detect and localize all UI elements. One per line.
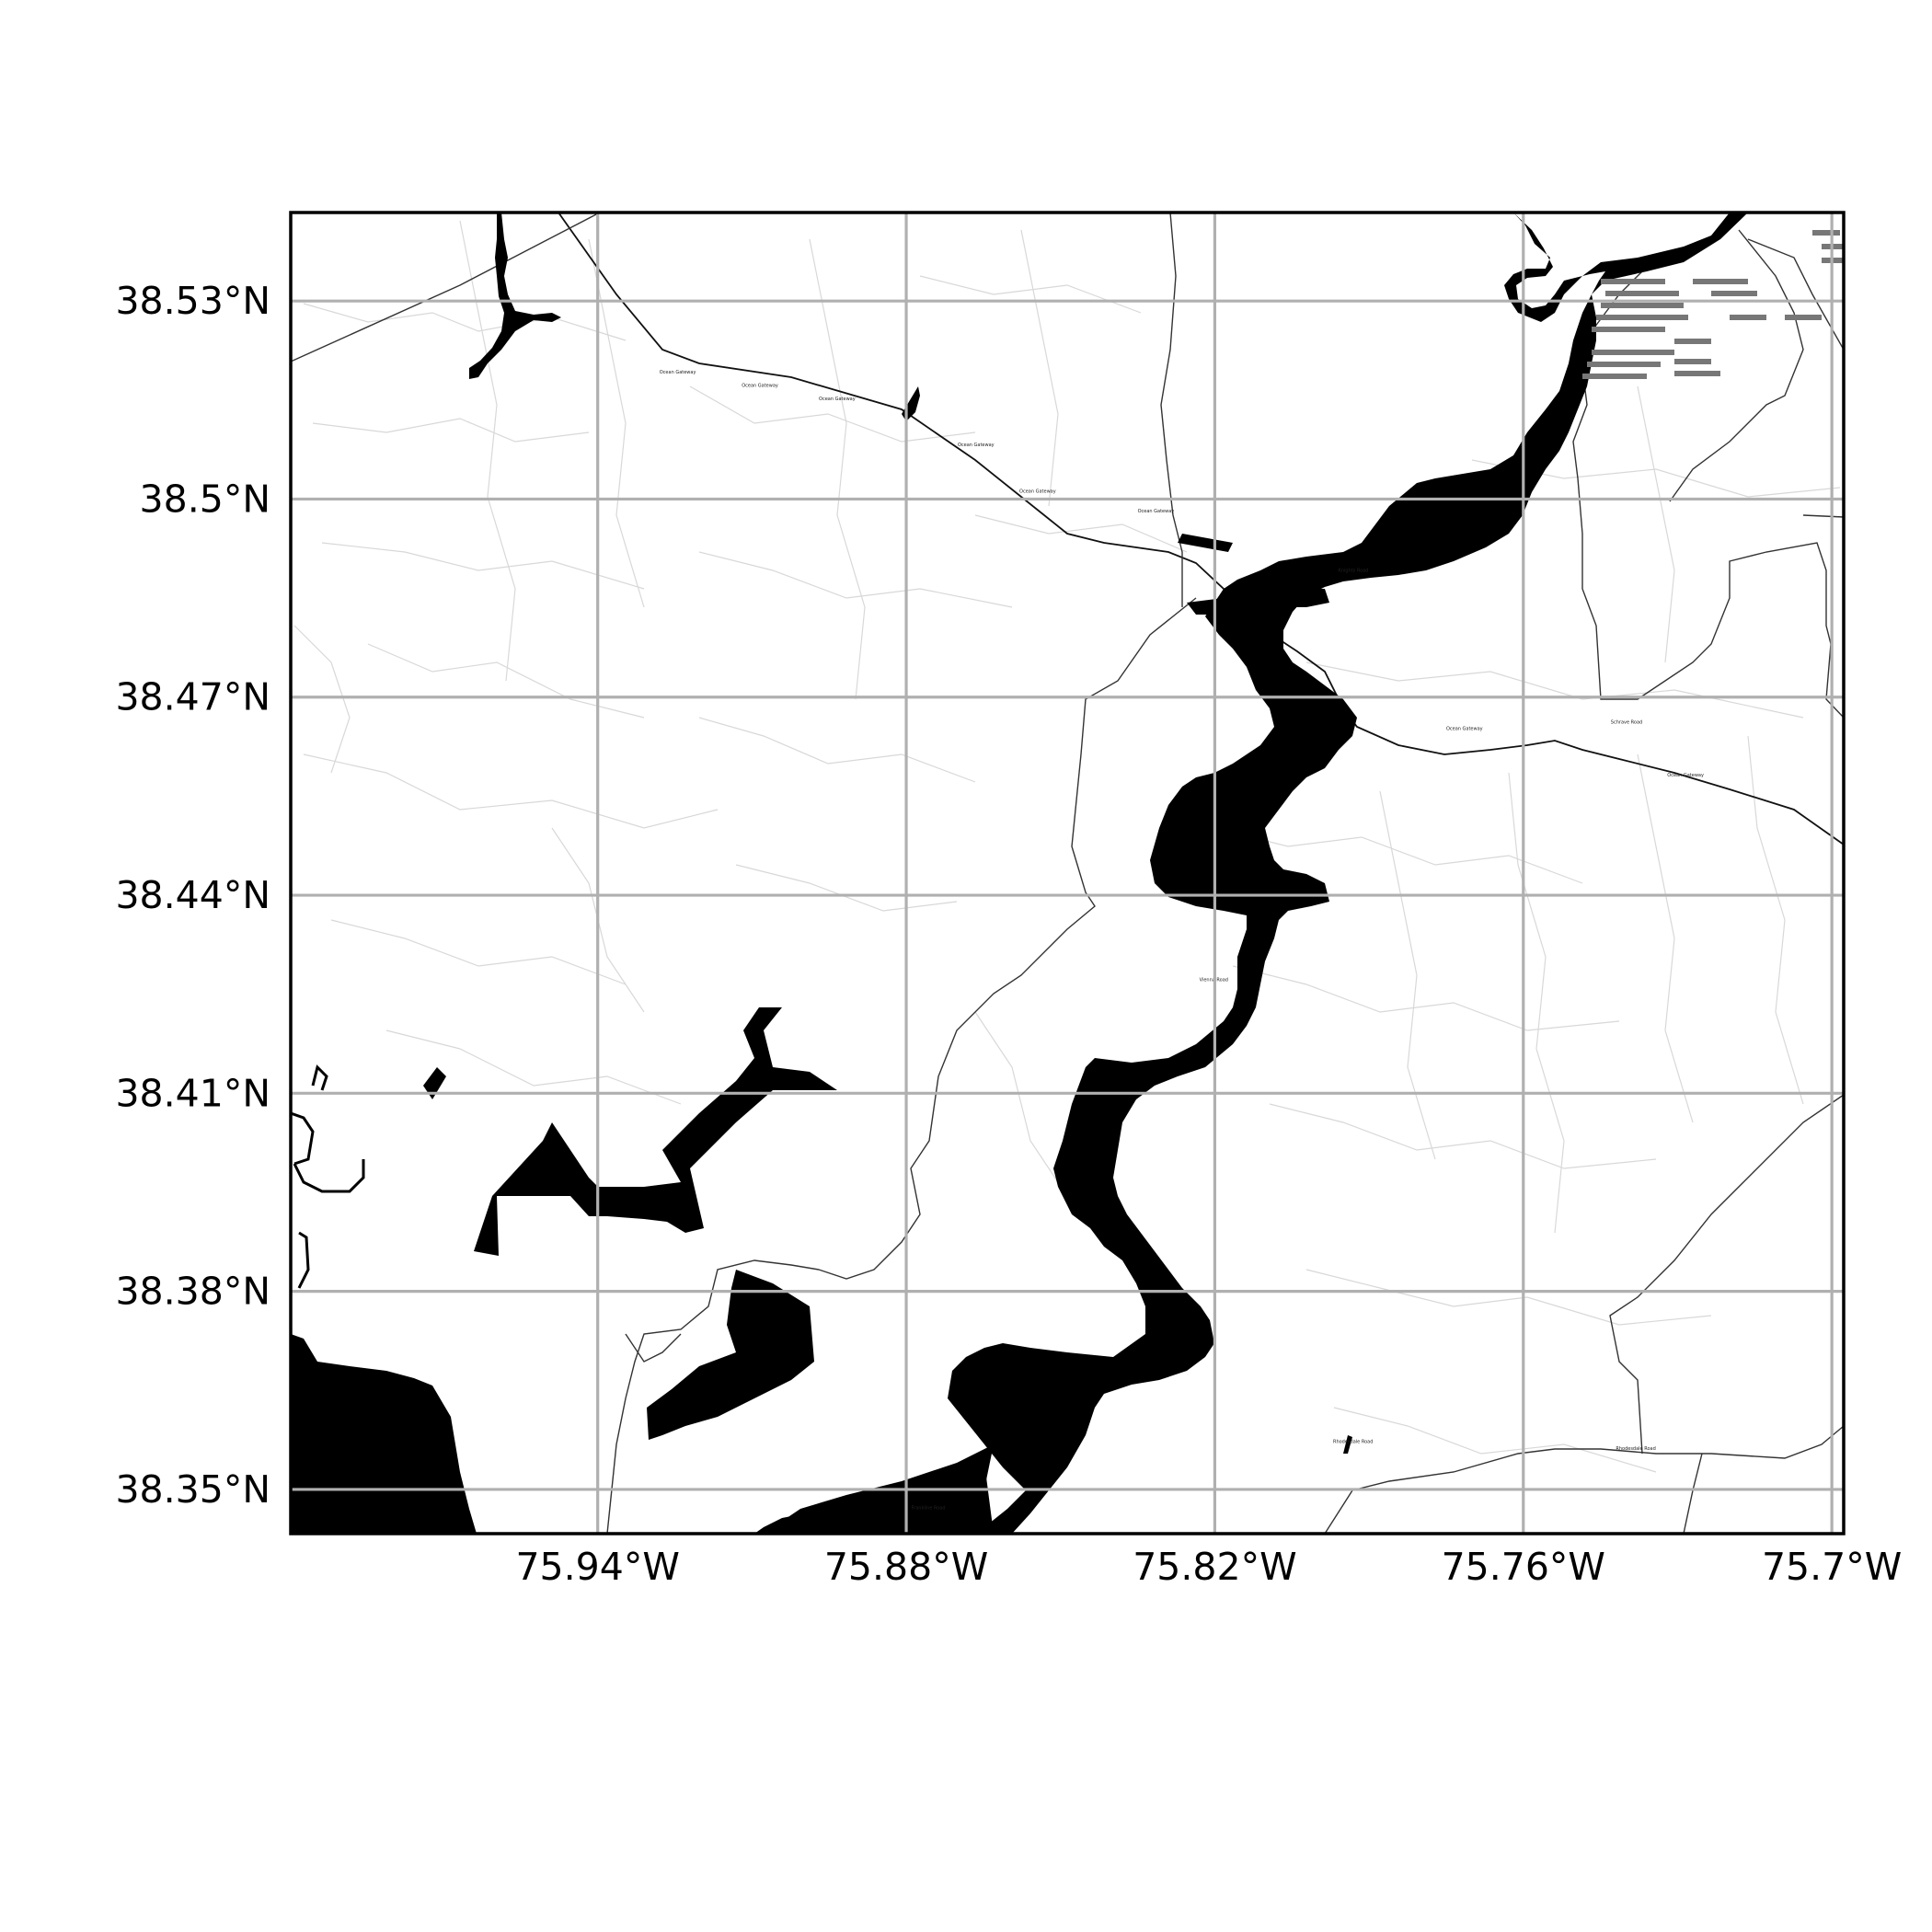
secondary-road-north <box>1160 213 1183 607</box>
stream-west-d <box>311 1064 328 1091</box>
road-label: Frankline Road <box>912 1505 946 1511</box>
stream-west-c <box>297 1231 310 1289</box>
grid-lines <box>291 213 1844 1534</box>
road-label: Ocean Gateway <box>958 443 995 448</box>
marsh-west-b <box>647 1270 814 1440</box>
lon-tick-label: 75.94°W <box>515 1545 679 1589</box>
lon-tick-label: 75.82°W <box>1133 1545 1296 1589</box>
marsh-east-small <box>1343 1435 1352 1454</box>
road-label: Ocean Gateway <box>660 370 696 375</box>
stream-north <box>469 213 561 379</box>
lat-tick-label: 38.53°N <box>115 279 270 323</box>
hatched-area <box>1582 230 1844 379</box>
lat-tick-label: 38.35°N <box>115 1467 270 1512</box>
lon-tick-label: 75.88°W <box>824 1545 988 1589</box>
ocean-gateway-road <box>558 213 1844 845</box>
stream-west-a <box>291 1111 315 1166</box>
road-label: Ocean Gateway <box>1138 509 1175 514</box>
marsh-west-a <box>474 1007 837 1256</box>
bridge-channel <box>1187 589 1329 615</box>
road-southeast-diagonal <box>1609 1094 1844 1455</box>
road-east-a <box>1572 257 1844 719</box>
map-frame <box>289 211 1846 1535</box>
main-river <box>948 213 1748 1534</box>
lon-tick-label: 75.7°W <box>1762 1545 1902 1589</box>
road-label: Ocean Gateway <box>742 383 778 388</box>
road-east-c <box>1802 514 1844 518</box>
minor-road-network <box>293 220 1841 1473</box>
road-label: Ocean Gateway <box>1446 727 1483 732</box>
lat-tick-label: 38.5°N <box>140 477 270 521</box>
secondary-road-vienna <box>606 597 1197 1534</box>
road-label: Rhodesdale Road <box>1616 1446 1655 1452</box>
lon-tick-labels: 75.94°W 75.88°W 75.82°W 75.76°W 75.7°W <box>515 1545 1902 1589</box>
road-label: Ocean Gateway <box>1667 773 1704 778</box>
road-southwest-a <box>625 1333 682 1363</box>
river-mouth-bank <box>754 1463 994 1534</box>
marsh-southwest <box>291 1334 477 1534</box>
pond-bridge <box>1178 534 1233 552</box>
lat-tick-label: 38.47°N <box>115 675 270 719</box>
road-network <box>291 213 1844 1534</box>
marsh-northwest-small <box>423 1067 446 1099</box>
lat-tick-label: 38.41°N <box>115 1071 270 1115</box>
map-panel[interactable]: Ocean Gateway Ocean Gateway Ocean Gateway O… <box>291 213 1844 1534</box>
road-label: Ocean Gateway <box>819 397 856 402</box>
lat-tick-labels: 38.53°N 38.5°N 38.47°N 38.44°N 38.41°N 38.38°… <box>115 279 270 1512</box>
stream-west-b <box>293 1159 365 1193</box>
lon-tick-label: 75.76°W <box>1442 1545 1605 1589</box>
lat-tick-label: 38.38°N <box>115 1270 270 1314</box>
road-label: Rhodesdale Road <box>1333 1440 1373 1445</box>
road-label: Ocean Gateway <box>1019 489 1056 494</box>
road-label: Knights Road <box>1339 568 1369 573</box>
road-label: Schrave Road <box>1611 719 1642 725</box>
map-background <box>291 213 1844 1534</box>
road-northwest-diagonal <box>291 213 599 362</box>
rhodesdale-road <box>1324 1425 1844 1534</box>
road-east-b <box>1747 238 1844 351</box>
lat-tick-label: 38.44°N <box>115 873 270 917</box>
road-east-north <box>1669 229 1804 502</box>
